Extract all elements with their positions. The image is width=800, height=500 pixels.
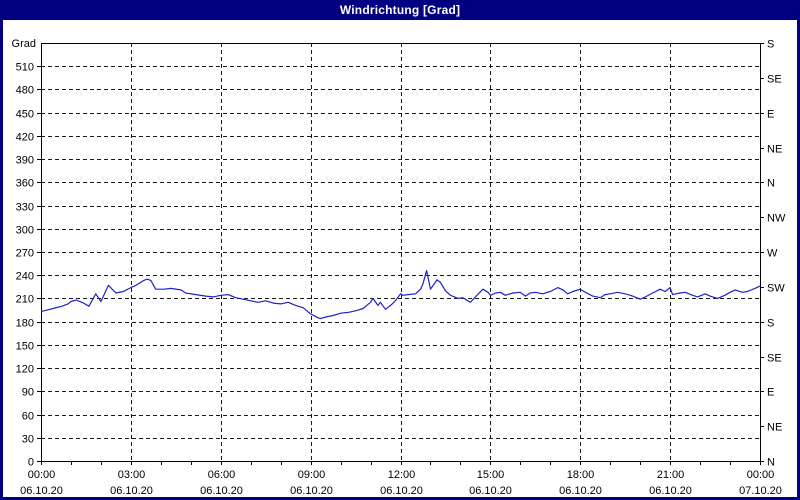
x-axis-time-label: 00:00 [747, 469, 775, 481]
plot-border [41, 43, 761, 462]
compass-axis-tick-label: W [767, 248, 778, 260]
compass-axis-tick-label: N [767, 178, 775, 190]
y-axis-tick-label: 30 [22, 434, 34, 446]
x-axis-date-label: 06.10.20 [559, 485, 602, 497]
y-axis-tick-label: 420 [16, 132, 34, 144]
compass-axis-tick-label: E [767, 387, 774, 399]
compass-axis-tick-label: S [767, 318, 774, 330]
y-axis-tick-label: 390 [16, 155, 34, 167]
x-axis-time-label: 12:00 [388, 469, 416, 481]
y-axis-tick-label: 240 [16, 271, 34, 283]
x-axis-date-label: 06.10.20 [110, 485, 153, 497]
y-axis-tick-label: 120 [16, 364, 34, 376]
compass-axis-tick-label: NE [767, 144, 782, 156]
compass-axis-tick-label: NW [767, 213, 786, 225]
y-axis-unit-label: Grad [12, 38, 36, 50]
compass-axis-tick-label: NE [767, 422, 782, 434]
y-axis-tick-label: 270 [16, 248, 34, 260]
compass-axis-tick-label: SE [767, 74, 782, 86]
x-axis-date-label: 06.10.20 [469, 485, 512, 497]
x-axis-time-label: 18:00 [567, 469, 595, 481]
y-axis-tick-label: 180 [16, 318, 34, 330]
y-axis-tick-label: 510 [16, 62, 34, 74]
x-axis-date-label: 06.10.20 [20, 485, 63, 497]
y-axis-tick-label: 210 [16, 294, 34, 306]
y-axis-tick-label: 450 [16, 109, 34, 121]
x-axis-time-label: 00:00 [28, 469, 56, 481]
y-axis-tick-label: 480 [16, 85, 34, 97]
wind-direction-plot: 0 30 60 90 120 150 180 210 240 270 300 330 360 390 420… [12, 38, 786, 497]
y-axis-tick-label: 360 [16, 178, 34, 190]
compass-axis-tick-label: N [767, 457, 775, 469]
x-axis-date-label: 07.10.20 [739, 485, 782, 497]
y-axis-tick-label: 0 [28, 457, 34, 469]
chart-area: 0 30 60 90 120 150 180 210 240 270 300 330 360 390 420… [3, 20, 797, 497]
x-axis-time-label: 06:00 [208, 469, 236, 481]
data-line-windrichtung [40, 270, 761, 320]
x-axis-date-label: 06.10.20 [200, 485, 243, 497]
window-title-bar: Windrichtung [Grad] [0, 0, 800, 20]
x-axis-time-label: 15:00 [477, 469, 505, 481]
y-axis-tick-label: 330 [16, 202, 34, 214]
y-axis-tick-label: 150 [16, 341, 34, 353]
x-axis-time-label: 21:00 [657, 469, 685, 481]
y-axis-tick-label: 60 [22, 411, 34, 423]
x-axis-date-label: 06.10.20 [380, 485, 423, 497]
window-title: Windrichtung [Grad] [339, 3, 461, 17]
x-axis-time-label: 09:00 [298, 469, 326, 481]
compass-axis-tick-label: E [767, 109, 774, 121]
y-axis-tick-label: 300 [16, 225, 34, 237]
compass-axis-tick-label: S [767, 39, 774, 51]
compass-axis-tick-label: SW [767, 283, 785, 295]
y-axis-tick-label: 90 [22, 387, 34, 399]
x-axis-date-label: 06.10.20 [290, 485, 333, 497]
x-axis-time-label: 03:00 [118, 469, 146, 481]
compass-axis-tick-label: SE [767, 353, 782, 365]
x-axis-date-label: 06.10.20 [649, 485, 692, 497]
